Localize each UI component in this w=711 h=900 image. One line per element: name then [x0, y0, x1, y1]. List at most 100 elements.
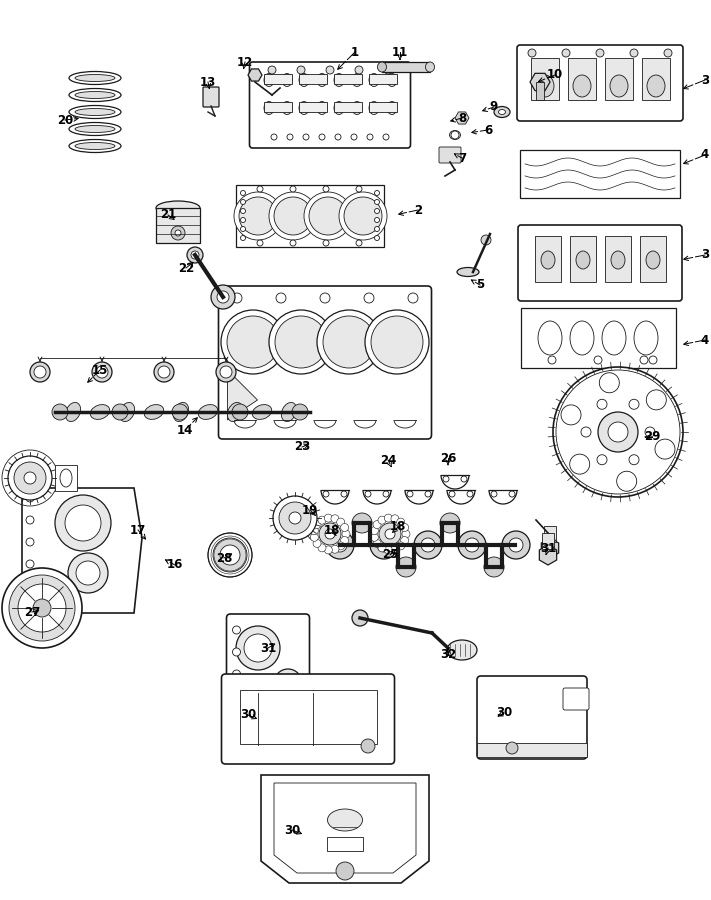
Circle shape	[408, 293, 418, 303]
Circle shape	[570, 454, 589, 474]
Text: 11: 11	[392, 46, 408, 58]
Circle shape	[208, 533, 252, 577]
Text: 25: 25	[382, 548, 398, 562]
Circle shape	[396, 557, 416, 577]
Circle shape	[310, 526, 319, 535]
Ellipse shape	[299, 102, 309, 114]
Circle shape	[509, 491, 515, 497]
Ellipse shape	[387, 102, 397, 114]
Ellipse shape	[282, 74, 292, 86]
Ellipse shape	[299, 74, 309, 86]
Circle shape	[342, 530, 350, 538]
Circle shape	[191, 251, 199, 259]
Circle shape	[608, 422, 628, 442]
Text: 20: 20	[57, 113, 73, 127]
Circle shape	[458, 531, 486, 559]
Circle shape	[352, 513, 372, 533]
Circle shape	[371, 316, 423, 368]
Circle shape	[211, 285, 235, 309]
Text: 9: 9	[490, 101, 498, 113]
Ellipse shape	[317, 102, 327, 114]
Circle shape	[96, 366, 108, 378]
Ellipse shape	[69, 71, 121, 85]
Circle shape	[649, 356, 657, 364]
Circle shape	[227, 316, 279, 368]
Ellipse shape	[282, 102, 292, 114]
Ellipse shape	[538, 321, 562, 355]
Polygon shape	[228, 370, 257, 420]
Circle shape	[385, 514, 392, 522]
Circle shape	[216, 362, 236, 382]
Circle shape	[271, 134, 277, 140]
Circle shape	[240, 227, 245, 231]
Circle shape	[289, 512, 301, 524]
Polygon shape	[22, 488, 142, 613]
Circle shape	[384, 66, 392, 74]
Text: 3: 3	[701, 74, 709, 86]
Circle shape	[561, 405, 581, 425]
Circle shape	[356, 240, 362, 246]
Ellipse shape	[646, 251, 660, 269]
Polygon shape	[530, 73, 550, 91]
Circle shape	[440, 513, 460, 533]
Circle shape	[323, 491, 329, 497]
Circle shape	[370, 526, 378, 535]
Circle shape	[18, 584, 66, 632]
Text: 4: 4	[701, 334, 709, 346]
Circle shape	[279, 502, 311, 534]
Text: 7: 7	[458, 151, 466, 165]
Circle shape	[402, 530, 410, 538]
Polygon shape	[261, 775, 429, 883]
Circle shape	[375, 218, 380, 222]
Ellipse shape	[334, 102, 344, 114]
FancyBboxPatch shape	[203, 87, 219, 107]
Circle shape	[232, 293, 242, 303]
Circle shape	[365, 491, 371, 497]
Circle shape	[232, 670, 240, 678]
Circle shape	[528, 49, 536, 57]
Ellipse shape	[75, 142, 115, 149]
Circle shape	[400, 524, 409, 532]
Ellipse shape	[156, 201, 200, 215]
Circle shape	[274, 197, 312, 235]
Circle shape	[333, 538, 347, 552]
Bar	[570, 236, 596, 282]
Circle shape	[8, 456, 52, 500]
Circle shape	[275, 316, 327, 368]
Circle shape	[594, 356, 602, 364]
Ellipse shape	[334, 74, 344, 86]
Ellipse shape	[90, 405, 109, 419]
Text: 29: 29	[644, 430, 661, 444]
Ellipse shape	[69, 88, 121, 102]
Circle shape	[313, 520, 321, 528]
Text: 4: 4	[701, 148, 709, 161]
Circle shape	[370, 531, 398, 559]
Circle shape	[324, 546, 332, 554]
Circle shape	[319, 134, 325, 140]
Circle shape	[68, 553, 108, 593]
Text: 1: 1	[351, 46, 359, 58]
FancyBboxPatch shape	[563, 688, 589, 710]
Circle shape	[502, 531, 530, 559]
Circle shape	[556, 370, 680, 494]
Bar	[642, 58, 670, 100]
Text: 19: 19	[301, 503, 319, 517]
Circle shape	[373, 520, 381, 528]
Ellipse shape	[264, 102, 274, 114]
Circle shape	[425, 491, 431, 497]
Ellipse shape	[75, 125, 115, 132]
Circle shape	[331, 515, 339, 523]
Circle shape	[509, 538, 523, 552]
Ellipse shape	[570, 321, 594, 355]
Ellipse shape	[352, 74, 362, 86]
Ellipse shape	[369, 102, 379, 114]
Bar	[236, 185, 384, 247]
Bar	[334, 74, 362, 84]
Circle shape	[375, 200, 380, 204]
Circle shape	[467, 491, 473, 497]
Ellipse shape	[647, 75, 665, 97]
FancyBboxPatch shape	[222, 674, 395, 764]
Bar	[640, 236, 666, 282]
Circle shape	[33, 599, 51, 617]
Ellipse shape	[60, 469, 72, 487]
